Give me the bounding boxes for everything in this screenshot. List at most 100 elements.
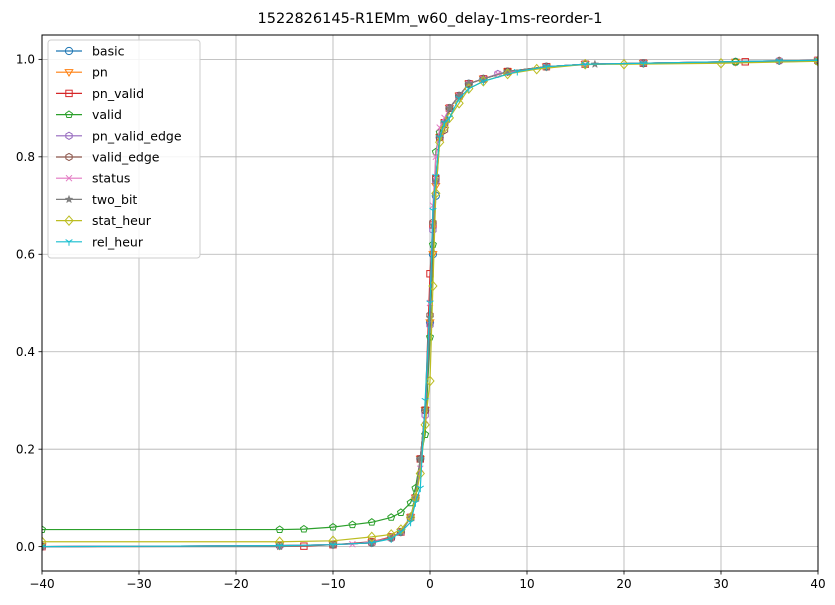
data-point: [503, 67, 512, 76]
y-tick-label: 0.8: [16, 150, 35, 164]
x-tick-label: −20: [223, 577, 248, 591]
x-tick-label: −40: [29, 577, 54, 591]
data-point: [275, 525, 284, 533]
x-tick-label: −30: [126, 577, 151, 591]
x-tick-label: −10: [320, 577, 345, 591]
data-point: [435, 136, 445, 148]
data-point: [429, 207, 437, 215]
data-point: [299, 524, 308, 533]
y-axis: 0.0 0.2 0.4 0.6 0.8 1.0: [16, 53, 42, 554]
legend-item: stat_heur: [56, 213, 152, 228]
data-point: [478, 74, 488, 83]
x-axis: −40 −30 −20 −10 0 10 20 30 40: [29, 571, 826, 591]
data-point: [425, 332, 435, 341]
legend-label: stat_heur: [92, 213, 152, 228]
legend-swatch-marker: [64, 215, 74, 226]
data-point: [465, 79, 473, 88]
y-tick-label: 1.0: [16, 53, 35, 67]
x-tick-label: 10: [519, 577, 534, 591]
data-point: [436, 134, 444, 142]
data-point: [415, 454, 425, 463]
data-point: [440, 120, 449, 127]
data-point: [348, 520, 357, 529]
legend-item: pn_valid: [56, 86, 144, 101]
data-point: [387, 513, 396, 521]
data-point: [42, 525, 47, 533]
data-point: [425, 312, 435, 322]
data-point: [367, 518, 376, 526]
legend-label: pn: [92, 65, 108, 80]
series-line: [42, 60, 818, 543]
data-point: [431, 188, 441, 199]
data-point: [465, 85, 473, 93]
x-tick-label: 0: [426, 577, 434, 591]
y-tick-label: 0.2: [16, 442, 35, 456]
legend-item: valid_edge: [56, 150, 160, 165]
legend-swatch-marker: [65, 131, 73, 140]
data-point: [639, 60, 648, 68]
data-point: [502, 68, 513, 80]
legend-label: valid: [92, 107, 122, 122]
data-point: [421, 397, 429, 405]
legend-swatch-marker: [64, 194, 74, 204]
data-point: [479, 78, 488, 86]
data-point: [397, 529, 405, 537]
legend-item: pn: [56, 65, 108, 80]
data-point: [406, 519, 415, 527]
legend-item: status: [56, 171, 130, 186]
data-point: [42, 544, 46, 551]
data-point: [775, 58, 783, 65]
legend-label: two_bit: [92, 192, 137, 207]
legend-item: pn_valid_edge: [56, 128, 182, 143]
legend-swatch-marker: [65, 152, 73, 162]
data-point: [439, 122, 450, 133]
legend-label: pn_valid: [92, 86, 144, 101]
y-tick-label: 0.0: [16, 540, 35, 554]
legend-swatch-marker: [64, 110, 74, 119]
data-point: [42, 536, 47, 548]
legend-item: basic: [56, 44, 125, 59]
legend-label: valid_edge: [92, 150, 160, 165]
series-layer: [42, 55, 818, 552]
data-point: [367, 531, 377, 543]
x-tick-label: 20: [616, 577, 631, 591]
legend-swatch-marker: [65, 89, 73, 98]
legend-swatch-marker: [65, 239, 73, 246]
data-point: [814, 57, 818, 65]
x-tick-label: 30: [713, 577, 728, 591]
data-point: [275, 543, 284, 550]
legend-swatch-marker: [64, 69, 74, 77]
legend-item: two_bit: [56, 192, 137, 207]
data-point: [444, 103, 454, 112]
legend-box: [47, 39, 201, 259]
data-point: [731, 57, 740, 66]
data-point: [411, 500, 420, 507]
data-point: [426, 300, 434, 307]
data-point: [432, 173, 440, 181]
series-rel-heur: [42, 57, 818, 551]
data-point: [619, 58, 629, 70]
data-point: [329, 542, 337, 549]
data-point: [368, 540, 376, 547]
data-point: [455, 95, 463, 103]
data-point: [420, 419, 430, 431]
legend-item: rel_heur: [56, 234, 144, 249]
data-point: [542, 64, 551, 71]
data-point: [454, 97, 464, 109]
legend-label: pn_valid_edge: [92, 128, 182, 143]
legend-label: basic: [92, 44, 125, 59]
chart-title: 1522826145-R1EMm_w60_delay-1ms-reorder-1: [258, 11, 603, 27]
y-tick-label: 0.4: [16, 345, 35, 359]
data-point: [396, 508, 405, 516]
legend-swatch-marker: [65, 174, 73, 182]
x-tick-label: 40: [810, 577, 825, 591]
legend-item: valid: [56, 107, 122, 122]
data-point: [328, 522, 338, 531]
data-point: [445, 115, 454, 122]
legend-label: rel_heur: [92, 234, 144, 249]
legend-swatch-marker: [64, 46, 74, 56]
data-point: [425, 375, 435, 387]
data-point: [503, 66, 513, 76]
